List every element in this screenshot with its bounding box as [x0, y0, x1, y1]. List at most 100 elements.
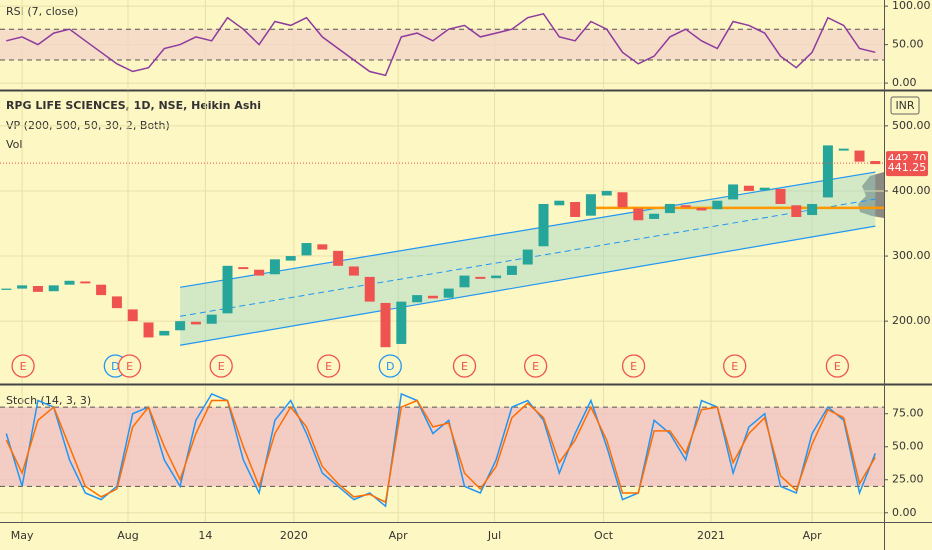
- candle: [712, 200, 723, 210]
- candle: [333, 250, 344, 266]
- candle: [206, 314, 217, 324]
- candle: [111, 296, 122, 309]
- event-marker: [723, 354, 747, 378]
- volume-profile: [858, 172, 884, 218]
- candle: [522, 249, 533, 265]
- candle: [96, 284, 107, 296]
- candle: [175, 321, 186, 331]
- candle: [64, 280, 75, 285]
- candle: [427, 295, 438, 299]
- candle: [222, 265, 233, 314]
- x-tick-label: 2020: [280, 529, 308, 542]
- event-label: E: [126, 360, 133, 373]
- candle: [775, 189, 786, 204]
- event-label: E: [461, 360, 468, 373]
- y-tick-label: 200.00: [892, 314, 931, 327]
- candle: [80, 281, 91, 284]
- x-tick-label: Apr: [389, 529, 409, 542]
- candle: [285, 256, 296, 261]
- candle: [254, 269, 265, 276]
- event-marker: [117, 354, 142, 378]
- candle: [317, 244, 328, 250]
- vol-title: Vol: [6, 138, 22, 151]
- candle: [696, 207, 707, 211]
- band-fill: [0, 407, 884, 487]
- event-label: E: [731, 360, 738, 373]
- candle: [127, 309, 138, 322]
- price-title: RPG LIFE SCIENCES, 1D, NSE, Heikin Ashi: [6, 99, 261, 112]
- y-tick-label: 75.00: [892, 407, 924, 420]
- candle: [143, 322, 154, 338]
- channel-upper: [180, 171, 876, 288]
- candle: [396, 301, 407, 344]
- event-marker: [11, 354, 35, 378]
- candle: [348, 266, 359, 276]
- candle: [554, 200, 565, 206]
- y-tick-label: 100.00: [892, 0, 931, 12]
- candle: [364, 276, 375, 302]
- candle: [506, 265, 517, 275]
- x-tick-label: 2021: [697, 529, 725, 542]
- candle: [238, 267, 249, 270]
- candle: [759, 187, 770, 191]
- candle: [459, 275, 470, 288]
- rsi-title: RSI (7, close): [6, 5, 78, 18]
- candle: [475, 276, 486, 279]
- candle: [838, 148, 849, 151]
- candle: [854, 150, 865, 162]
- event-marker: [452, 354, 477, 378]
- event-label: E: [834, 360, 841, 373]
- candle: [870, 161, 881, 165]
- candle: [617, 192, 628, 208]
- candle: [633, 208, 644, 221]
- price-label-box: [886, 160, 928, 177]
- candle: [380, 302, 391, 348]
- x-tick-label: May: [11, 529, 34, 542]
- y-tick-label: 500.00: [892, 119, 931, 132]
- event-label: E: [325, 360, 332, 373]
- event-label: E: [630, 360, 637, 373]
- x-tick-label: Aug: [117, 529, 138, 542]
- candle: [32, 286, 43, 292]
- candle: [728, 184, 739, 200]
- candle: [649, 213, 660, 219]
- event-label: D: [386, 360, 394, 373]
- candle: [570, 202, 581, 217]
- event-label: E: [218, 360, 225, 373]
- event-label: E: [532, 360, 539, 373]
- stoch-line: [5, 392, 876, 508]
- candle: [491, 275, 502, 279]
- candle: [791, 205, 802, 217]
- x-tick-label: Apr: [803, 529, 823, 542]
- candle: [269, 259, 280, 275]
- event-marker: [621, 354, 646, 378]
- candle: [680, 205, 691, 208]
- candle: [17, 285, 28, 289]
- candle: [664, 203, 675, 214]
- stoch-line: [5, 399, 876, 504]
- y-tick-label: 0.00: [892, 76, 917, 89]
- candle: [443, 288, 454, 298]
- candle: [48, 285, 59, 292]
- candle: [159, 330, 170, 336]
- price-label: 441.25: [888, 161, 927, 174]
- candle: [301, 243, 312, 256]
- candle: [585, 194, 596, 216]
- event-marker: [825, 354, 850, 378]
- y-tick-label: 50.00: [892, 38, 924, 51]
- event-label: E: [20, 360, 27, 373]
- x-tick-label: 14: [198, 529, 212, 542]
- candle: [822, 145, 833, 198]
- y-tick-label: 400.00: [892, 184, 931, 197]
- event-marker: [316, 354, 341, 378]
- x-tick-label: Jul: [487, 529, 501, 542]
- event-label: D: [111, 360, 119, 373]
- rsi-line: [6, 12, 876, 77]
- candle: [190, 321, 201, 325]
- candle: [807, 203, 818, 216]
- event-marker: [209, 354, 233, 378]
- stoch-title: Stoch (14, 3, 3): [6, 394, 91, 407]
- candle: [743, 185, 754, 191]
- y-tick-label: 300.00: [892, 249, 931, 262]
